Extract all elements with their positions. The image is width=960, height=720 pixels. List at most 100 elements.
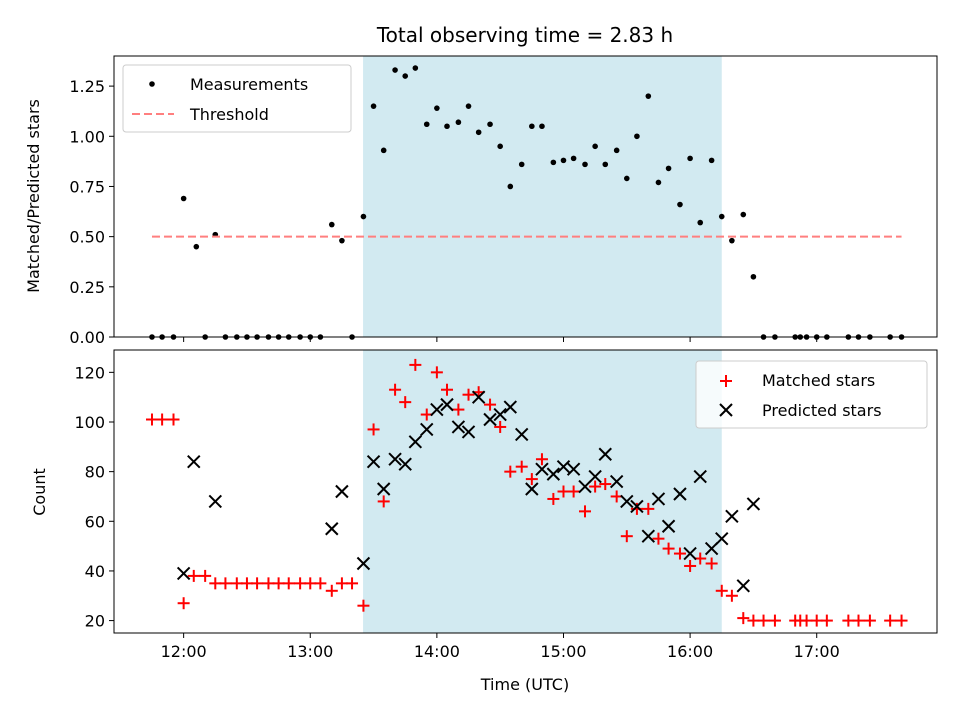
measurement-point [655, 179, 662, 186]
bottom-xtick-label: 12:00 [161, 642, 207, 661]
top-ytick-label: 0.00 [69, 328, 105, 347]
measurement-point [613, 147, 620, 154]
predicted-star-point [535, 462, 549, 476]
bottom-ytick-label: 100 [74, 413, 105, 432]
predicted-star-point [471, 390, 486, 404]
matched-star-point [325, 584, 338, 597]
matched-star-point [199, 569, 212, 582]
bottom-xtick-label: 15:00 [540, 642, 586, 661]
matched-star-point [357, 599, 370, 612]
predicted-star-point [566, 462, 581, 476]
measurement-point [339, 237, 345, 244]
top-ytick-label: 1.00 [69, 127, 105, 146]
measurement-point [507, 183, 514, 190]
predicted-star-point [588, 469, 602, 484]
top-ytick-label: 0.25 [69, 278, 105, 297]
matched-star-point [462, 388, 475, 401]
predicted-star-point [376, 482, 391, 496]
matched-star-point [557, 485, 570, 498]
measurement-point [729, 237, 735, 244]
top-marks [149, 65, 905, 340]
legend-predicted-label: Predicted stars [762, 401, 882, 420]
predicted-star-point [356, 556, 371, 571]
predicted-star-point [556, 459, 571, 474]
measurement-point [475, 129, 482, 136]
predicted-star-point [546, 467, 561, 481]
bottom-xtick-label: 13:00 [287, 642, 333, 661]
legend-measurements-label: Measurements [190, 75, 308, 94]
bottom-x-axis: 12:00 13:00 14:00 15:00 16:00 17:00 [161, 633, 840, 661]
predicted-star-point [598, 447, 612, 461]
matched-star-point [367, 423, 380, 436]
measurement-point [740, 211, 747, 218]
matched-star-point [240, 577, 253, 590]
matched-star-point [377, 495, 390, 508]
measurement-point [592, 143, 598, 150]
matched-star-point [251, 577, 264, 590]
predicted-star-point [746, 497, 761, 511]
measurement-point [677, 201, 683, 208]
top-shaded-region [363, 56, 722, 337]
measurement-point [750, 273, 757, 280]
measurement-point [193, 243, 200, 250]
matched-star-point [757, 614, 770, 627]
legend-predicted-marker [719, 403, 733, 417]
predicted-star-point [187, 455, 201, 469]
measurement-point [623, 175, 630, 182]
top-y-axis: 0.00 0.25 0.50 0.75 1.00 1.25 [69, 77, 114, 347]
matched-star-point [145, 413, 158, 426]
top-ytick-label: 1.25 [69, 77, 105, 96]
measurement-point [412, 65, 419, 71]
predicted-star-point [208, 494, 222, 509]
predicted-star-point [440, 397, 454, 412]
predicted-star-point [451, 420, 466, 434]
matched-star-point [620, 530, 633, 543]
measurement-point [529, 123, 535, 130]
top-legend: Measurements Threshold [122, 64, 352, 133]
matched-star-point [389, 383, 402, 396]
matched-star-point [535, 453, 548, 466]
predicted-star-point [325, 522, 339, 536]
bottom-xtick-label: 14:00 [414, 642, 460, 661]
predicted-star-point [398, 457, 412, 471]
predicted-star-point [683, 546, 697, 561]
predicted-star-point [673, 487, 687, 501]
matched-star-point [768, 614, 781, 627]
predicted-star-point [176, 566, 191, 581]
bottom-ytick-label: 120 [74, 363, 105, 382]
matched-star-point [219, 577, 232, 590]
predicted-star-point [609, 474, 624, 489]
matched-star-point [294, 577, 307, 590]
matched-star-point [515, 460, 528, 473]
matched-star-point [684, 559, 697, 572]
measurement-point [665, 165, 672, 172]
matched-star-point [452, 403, 465, 416]
matched-star-point [177, 597, 190, 610]
measurement-point [645, 93, 652, 99]
predicted-star-point [430, 402, 444, 417]
matched-star-point [346, 577, 359, 590]
bottom-y-axis-label: Count [30, 468, 49, 516]
predicted-star-point [620, 494, 634, 509]
measurement-point [360, 213, 367, 220]
bottom-shaded-region [363, 350, 722, 633]
measurement-point [444, 123, 450, 130]
predicted-star-point [461, 425, 476, 439]
measurement-point [687, 155, 693, 162]
top-observing-window [363, 56, 722, 337]
measurement-point [497, 143, 503, 150]
matched-star-point [895, 614, 908, 627]
measurement-point [380, 147, 387, 154]
matched-star-point [187, 569, 200, 582]
matched-star-point [282, 577, 295, 590]
matched-star-point [652, 532, 665, 545]
matched-star-point [525, 473, 538, 486]
matched-star-point [399, 396, 412, 409]
measurement-point [708, 157, 715, 164]
predicted-star-point [503, 400, 518, 414]
bottom-legend-box [695, 360, 928, 429]
bottom-x-axis-label: Time (UTC) [480, 675, 569, 694]
matched-star-point [630, 502, 643, 515]
bottom-ytick-label: 20 [85, 612, 105, 631]
matched-star-point [737, 612, 750, 625]
